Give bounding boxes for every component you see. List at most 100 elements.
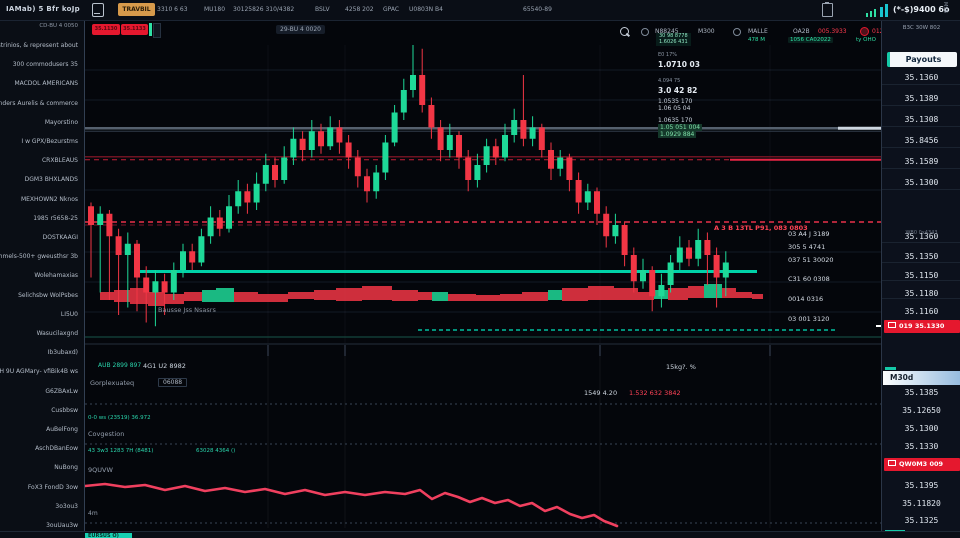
sidebar-item[interactable]: Gelfinders Aurelis & commerce	[0, 99, 78, 107]
status-accent[interactable]: EURSUS O)	[85, 533, 132, 538]
sidebar-item[interactable]: FoX3 FondD 3ow	[27, 483, 78, 491]
sidebar-item[interactable]: Mayorstino	[44, 118, 78, 126]
subpanel-badge: 06088	[158, 378, 188, 387]
lot-stepper[interactable]	[153, 23, 161, 38]
toolbar-item[interactable]: N88245	[655, 28, 679, 35]
sidebar-item[interactable]: Wolehamaxias	[34, 272, 78, 280]
clipboard-icon[interactable]	[822, 2, 833, 17]
subpanel-indicator-value: 1549 4.20	[584, 389, 618, 397]
price-tick: 35.1385	[904, 388, 939, 397]
price-tick: 35.12650	[902, 406, 941, 415]
sidebar-item[interactable]: DGM3 BHXLANDS	[24, 176, 78, 184]
sell-button[interactable]: 35.1130	[92, 24, 120, 35]
chart-panel: 35.1130 35.1133 29-BU 4 0020 N88245 M300 M…	[85, 20, 897, 538]
subpanel-indicator-value: 63028 4364 ()	[196, 448, 236, 454]
indicator-dot-icon	[733, 28, 741, 36]
price-tick: 35.11820	[902, 499, 941, 508]
chart-window-icon[interactable]	[92, 3, 104, 17]
line-end-label: C31 60 0308	[788, 275, 830, 283]
line-end-label: 03 001 3120	[788, 315, 830, 323]
price-tick: 35.1150	[904, 271, 939, 280]
sidebar-item[interactable]: Crystrinios, & represent about	[0, 42, 78, 49]
sidebar-item[interactable]: MEXHOWN2 Nknos	[20, 195, 78, 203]
payouts-button[interactable]: Payouts	[887, 52, 957, 67]
sidebar-item[interactable]: 1985 r5658-25	[33, 214, 78, 222]
subpanel-title[interactable]: 9QUVW	[88, 466, 113, 474]
menu-item[interactable]: 65540-89	[523, 6, 552, 13]
toolbar-item[interactable]: MALLE	[748, 28, 768, 35]
price-tick: 35.1308	[904, 115, 939, 124]
ohlc-info: 30 98 8778 1.6026 431	[656, 33, 691, 46]
axis-note: WB0 0x4343	[905, 230, 938, 236]
line-end-label: 0014 0316	[788, 295, 824, 303]
title-bar: IAMab) 5 Bfr koJp TRAVBIL 3310 6 63 MU180…	[0, 0, 960, 21]
price-tick: 35.1325	[904, 516, 939, 525]
subpanel-indicator-value: 1.532 632 3842	[629, 389, 681, 397]
watchlist-header: CD-BU 4 0050	[39, 23, 78, 29]
sidebar-item[interactable]: 3ouUau3w	[46, 522, 78, 529]
axis-gridline	[882, 189, 960, 190]
sidebar-item[interactable]: 3o3ou3	[55, 502, 78, 510]
session-stat: ty OHO	[856, 37, 876, 43]
band-label: Bausse Jss Nsasrs	[158, 306, 216, 314]
price-annotation: 1.0929 884	[658, 131, 697, 138]
toolbar-item[interactable]: OA2B	[793, 28, 810, 35]
subpanel-title[interactable]: Gorplexuateq	[90, 379, 135, 387]
alert-dot-icon	[860, 27, 869, 36]
line-end-label: 037 51 30020	[788, 256, 834, 264]
price-tick: 35.1389	[904, 94, 939, 103]
price-tick: 35.1330	[904, 442, 939, 451]
sidebar-item[interactable]: WB pummels-500+ gweusthsr 3b	[0, 253, 78, 261]
search-icon[interactable]	[620, 27, 629, 36]
sidebar-item[interactable]: MACDOL AMERICANS	[14, 80, 78, 88]
sidebar-item[interactable]: 300 commodusers 35	[12, 61, 78, 69]
sidebar-item[interactable]: CRXBLEAUS	[41, 157, 78, 165]
indicator-scale-header[interactable]: M30d	[883, 371, 960, 385]
menu-item[interactable]: U0803N B4	[409, 6, 443, 13]
price-annotation: 1.0710 03	[658, 60, 700, 69]
sidebar-item[interactable]: LI5U0	[60, 310, 78, 318]
subpanel-indicator-value: 43 3w3 1283 7H (8481)	[88, 448, 154, 454]
axis-gridline	[882, 280, 960, 281]
axis-gridline	[882, 147, 960, 148]
menu-item[interactable]: GPAC	[383, 6, 400, 13]
session-stat: 478 M	[748, 37, 765, 43]
price-tick: 35.1160	[904, 307, 939, 316]
account-balance: (*-$)9400 6o	[893, 5, 950, 14]
price-annotation: 1.0635 170	[658, 117, 693, 124]
sidebar-item[interactable]: Selichsbw WolPsbes	[18, 291, 78, 299]
sidebar-item[interactable]: AschDBanEow	[35, 445, 78, 453]
buy-button[interactable]: 35.1133	[121, 24, 148, 35]
sidebar-item[interactable]: Wasucilaxgnd	[36, 330, 78, 337]
price-tick: 35.1589	[904, 157, 939, 166]
toolbar-item[interactable]: M300	[698, 28, 715, 35]
menu-item[interactable]: 3310 6 63	[157, 6, 188, 13]
status-bar: EURSUS O)	[0, 531, 960, 538]
trading-button[interactable]: TRAVBIL	[118, 3, 155, 16]
sidebar-item[interactable]: AuBelFong	[46, 426, 78, 433]
price-tick: 35.8456	[904, 136, 939, 145]
menu-item[interactable]: 30125826 310/4382	[233, 6, 295, 13]
indicator-value-badge: QW0M3 009	[884, 458, 960, 471]
menu-item[interactable]: MU180	[204, 6, 226, 13]
edge-label: M9B	[942, 2, 948, 13]
subpanel-title[interactable]: Covgestion	[88, 430, 125, 438]
axis-header: B3C 30W 802	[902, 25, 941, 31]
axis-gridline	[882, 168, 960, 169]
axis-gridline	[882, 126, 960, 127]
sidebar-item[interactable]: NuBong	[54, 464, 78, 472]
price-tick: 35.1300	[904, 424, 939, 433]
price-tick: 35.1300	[904, 178, 939, 187]
price-tick: 35.1360	[904, 73, 939, 82]
menu-item[interactable]: BSLV	[315, 6, 330, 13]
sidebar-item[interactable]: Ib3ubaxd)	[47, 349, 78, 357]
menu-item[interactable]: 4258 202	[345, 6, 374, 13]
sidebar-item[interactable]: I w GPX/Bezurstms	[21, 138, 78, 145]
red-annotation: A 3 B 13TL P91, 083 0803	[714, 224, 808, 232]
sidebar-item[interactable]: Ober-5H 9U AGMary- vfiBik4B ws	[0, 368, 78, 376]
axis-gridline	[882, 242, 960, 243]
sidebar-item[interactable]: Cusbbsw	[51, 406, 78, 414]
sidebar-item[interactable]: DOSTKAAGI	[42, 234, 78, 241]
sidebar-item[interactable]: G6ZBAxLw	[45, 387, 78, 395]
